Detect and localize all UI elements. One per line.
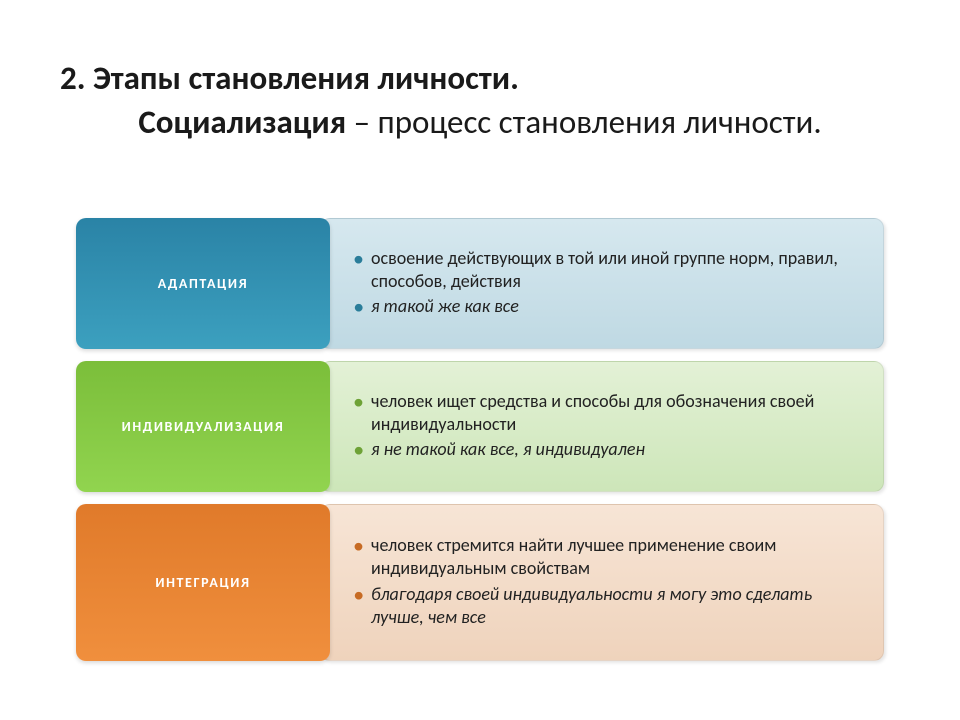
subtitle-bold: Социализация <box>138 102 346 142</box>
stage-tab: ИНДИВИДУАЛИЗАЦИЯ <box>76 361 330 492</box>
stages-container: АДАПТАЦИЯ освоение действующих в той или … <box>76 218 884 673</box>
stage-panel: человек стремится найти лучшее применени… <box>320 504 884 661</box>
stage-item: человек стремится найти лучшее применени… <box>353 534 863 580</box>
stage-item-list: человек стремится найти лучшее применени… <box>353 534 863 628</box>
stage-item-list: освоение действующих в той или иной груп… <box>353 247 863 318</box>
stage-row: АДАПТАЦИЯ освоение действующих в той или … <box>76 218 884 349</box>
stage-tab: ИНТЕГРАЦИЯ <box>76 504 330 661</box>
stage-panel: человек ищет средства и способы для обоз… <box>320 361 884 492</box>
title-block: 2. Этапы становления личности. Социализа… <box>0 0 960 145</box>
stage-item: освоение действующих в той или иной груп… <box>353 247 863 293</box>
page-title: 2. Этапы становления личности. <box>60 58 900 98</box>
stage-item: человек ищет средства и способы для обоз… <box>353 390 863 436</box>
page-subtitle: Социализация – процесс становления лично… <box>60 100 900 145</box>
stage-tab: АДАПТАЦИЯ <box>76 218 330 349</box>
stage-item: я такой же как все <box>353 295 863 318</box>
stage-row: ИНТЕГРАЦИЯ человек стремится найти лучшее… <box>76 504 884 661</box>
stage-label: ИНДИВИДУАЛИЗАЦИЯ <box>122 418 285 435</box>
stage-item: я не такой как все, я индивидуален <box>353 438 863 461</box>
stage-label: АДАПТАЦИЯ <box>158 275 248 292</box>
stage-item-list: человек ищет средства и способы для обоз… <box>353 390 863 461</box>
stage-label: ИНТЕГРАЦИЯ <box>155 574 250 591</box>
subtitle-rest: – процесс становления личности. <box>346 102 822 142</box>
stage-item: благодаря своей индивидуальности я могу … <box>353 583 863 629</box>
stage-row: ИНДИВИДУАЛИЗАЦИЯ человек ищет средства и … <box>76 361 884 492</box>
stage-panel: освоение действующих в той или иной груп… <box>320 218 884 349</box>
